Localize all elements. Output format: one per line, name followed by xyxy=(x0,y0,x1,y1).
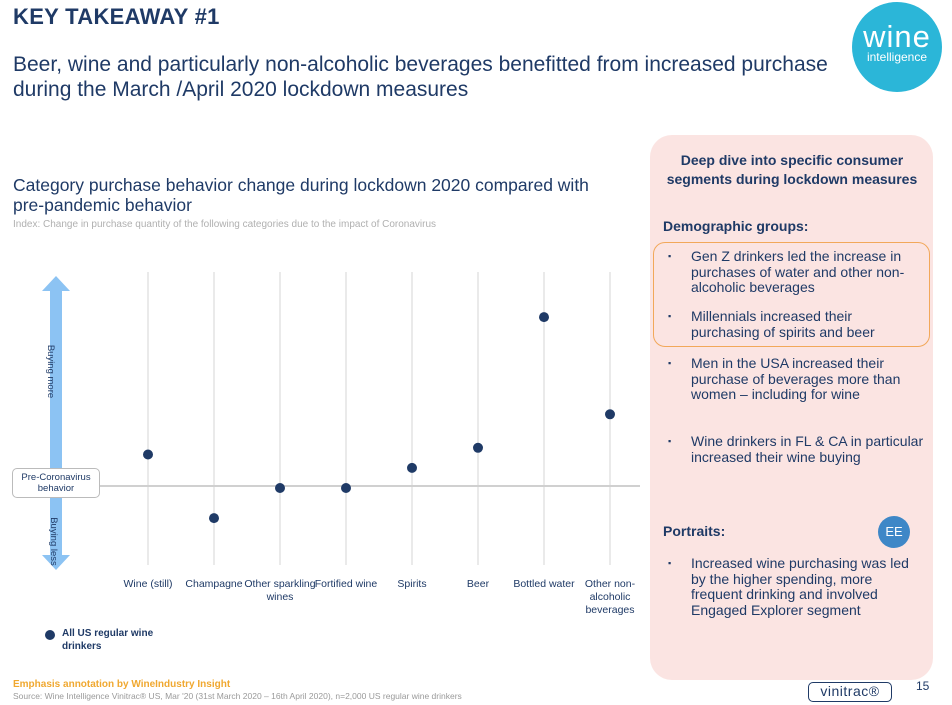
data-point xyxy=(539,312,549,323)
demographic-bullet: ▪ Wine drinkers in FL & CA in particular… xyxy=(668,433,924,465)
data-point xyxy=(341,483,351,493)
data-point xyxy=(209,513,219,524)
bullet-text: Gen Z drinkers led the increase in purch… xyxy=(691,248,905,295)
x-tick-label: Champagne xyxy=(185,578,243,590)
bullet-text: Men in the USA increased their purchase … xyxy=(691,355,901,402)
legend-marker xyxy=(45,630,55,640)
wine-intelligence-logo: wine intelligence xyxy=(852,2,942,92)
category-scatter-chart xyxy=(42,272,640,570)
vinitrac-logo: vinitrac® xyxy=(808,682,892,702)
data-point xyxy=(605,409,615,420)
emphasis-note: Emphasis annotation by WineIndustry Insi… xyxy=(13,679,231,690)
highlight-box xyxy=(653,242,930,347)
x-tick-label: Beer xyxy=(466,578,490,590)
legend-label: All US regular wine drinkers xyxy=(62,628,154,652)
bullet-text: Wine drinkers in FL & CA in particular i… xyxy=(691,433,924,465)
portrait-bullet: ▪ Increased wine purchasing was led by t… xyxy=(668,555,924,618)
panel-title: Deep dive into specific consumer segment… xyxy=(666,152,918,187)
deep-dive-panel xyxy=(650,135,933,680)
x-tick-label: Bottled water xyxy=(513,578,575,590)
demographic-heading: Demographic groups: xyxy=(663,218,809,234)
page-number: 15 xyxy=(916,679,930,693)
bullet-text: Millennials increased their purchasing o… xyxy=(691,308,875,340)
data-point xyxy=(275,483,285,493)
demographic-bullet: ▪ Men in the USA increased their purchas… xyxy=(668,355,924,403)
x-tick-label: Spirits xyxy=(397,578,427,590)
x-tick-label: Fortified wine xyxy=(314,578,378,590)
bullet-marker-icon: ▪ xyxy=(668,358,672,368)
data-points xyxy=(143,312,615,524)
data-point xyxy=(143,449,153,460)
bullet-marker-icon: ▪ xyxy=(668,311,672,321)
x-tick-label: Other sparkling wines xyxy=(244,578,316,603)
x-tick-label: Other non-alcoholic beverages xyxy=(584,578,636,616)
chart-title: Category purchase behavior change during… xyxy=(13,175,589,215)
key-takeaway-heading: KEY TAKEAWAY #1 xyxy=(13,4,220,29)
pre-coronavirus-label: Pre-Coronavirus behavior xyxy=(12,468,100,498)
engaged-explorer-badge: EE xyxy=(878,516,910,548)
axis-arrow-icon xyxy=(42,276,70,570)
bullet-text: Increased wine purchasing was led by the… xyxy=(691,555,909,618)
demographic-bullet: ▪ Gen Z drinkers led the increase in pur… xyxy=(668,248,924,296)
buying-less-label: Buying less xyxy=(47,517,59,566)
bullet-marker-icon: ▪ xyxy=(668,558,672,568)
slide-subtitle: Beer, wine and particularly non-alcoholi… xyxy=(13,53,828,101)
logo-sub: intelligence xyxy=(866,50,928,64)
portraits-heading: Portraits: xyxy=(663,523,726,539)
chart-index-note: Index: Change in purchase quantity of th… xyxy=(13,219,437,230)
source-note: Source: Wine Intelligence Vinitrac® US, … xyxy=(13,691,462,701)
x-tick-label: Wine (still) xyxy=(123,578,173,590)
buying-more-label: Buying more xyxy=(45,344,57,399)
bullet-marker-icon: ▪ xyxy=(668,436,672,446)
data-point xyxy=(407,462,417,473)
logo-word: wine xyxy=(863,19,931,54)
bullet-marker-icon: ▪ xyxy=(668,251,672,261)
demographic-bullet: ▪ Millennials increased their purchasing… xyxy=(668,308,924,340)
data-point xyxy=(473,442,483,453)
double-arrow xyxy=(42,276,70,570)
